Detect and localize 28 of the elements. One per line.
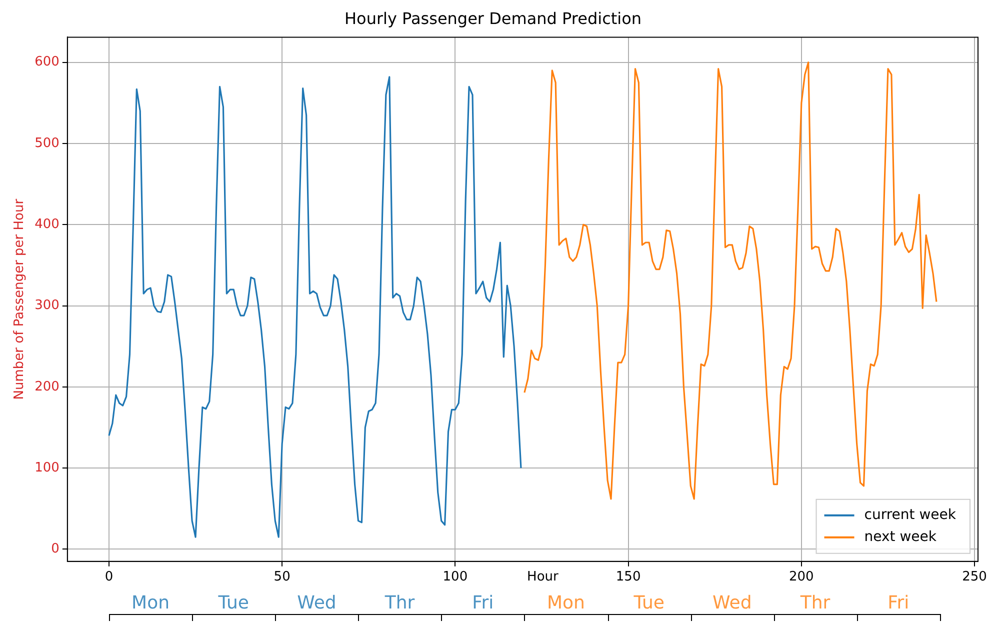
y-tick-label: 200 xyxy=(34,379,60,394)
y-tick-label: 0 xyxy=(51,542,60,557)
x-tick-label: 250 xyxy=(962,570,987,585)
x-axis-title: Hour xyxy=(527,569,560,584)
chart-title: Hourly Passenger Demand Prediction xyxy=(344,8,642,28)
text: Wed xyxy=(712,592,752,614)
text: Tue xyxy=(217,592,249,614)
y-tick-label: 600 xyxy=(34,54,60,70)
text: Wed xyxy=(297,592,336,614)
x-tick-label: 50 xyxy=(274,570,290,585)
text: Fri xyxy=(888,592,910,614)
text: Thr xyxy=(384,592,416,614)
y-tick-label: 500 xyxy=(34,136,60,151)
text: Tue xyxy=(632,592,664,614)
y-axis-title: Number of Passenger per Hour xyxy=(12,198,28,400)
x-tick-label: 100 xyxy=(442,570,468,585)
text: Thr xyxy=(799,592,831,614)
x-tick-label: 0 xyxy=(104,570,114,585)
x-tick-label: 150 xyxy=(616,570,641,585)
x-tick-label: 200 xyxy=(789,570,814,585)
legend-label: current week xyxy=(864,507,957,524)
text: Mon xyxy=(547,592,585,614)
y-tick-label: 100 xyxy=(34,460,60,476)
legend-label: next week xyxy=(864,529,938,546)
y-tick-label: 300 xyxy=(34,298,60,314)
text: Fri xyxy=(472,592,494,614)
text: Mon xyxy=(132,592,170,614)
y-tick-label: 400 xyxy=(34,217,60,232)
